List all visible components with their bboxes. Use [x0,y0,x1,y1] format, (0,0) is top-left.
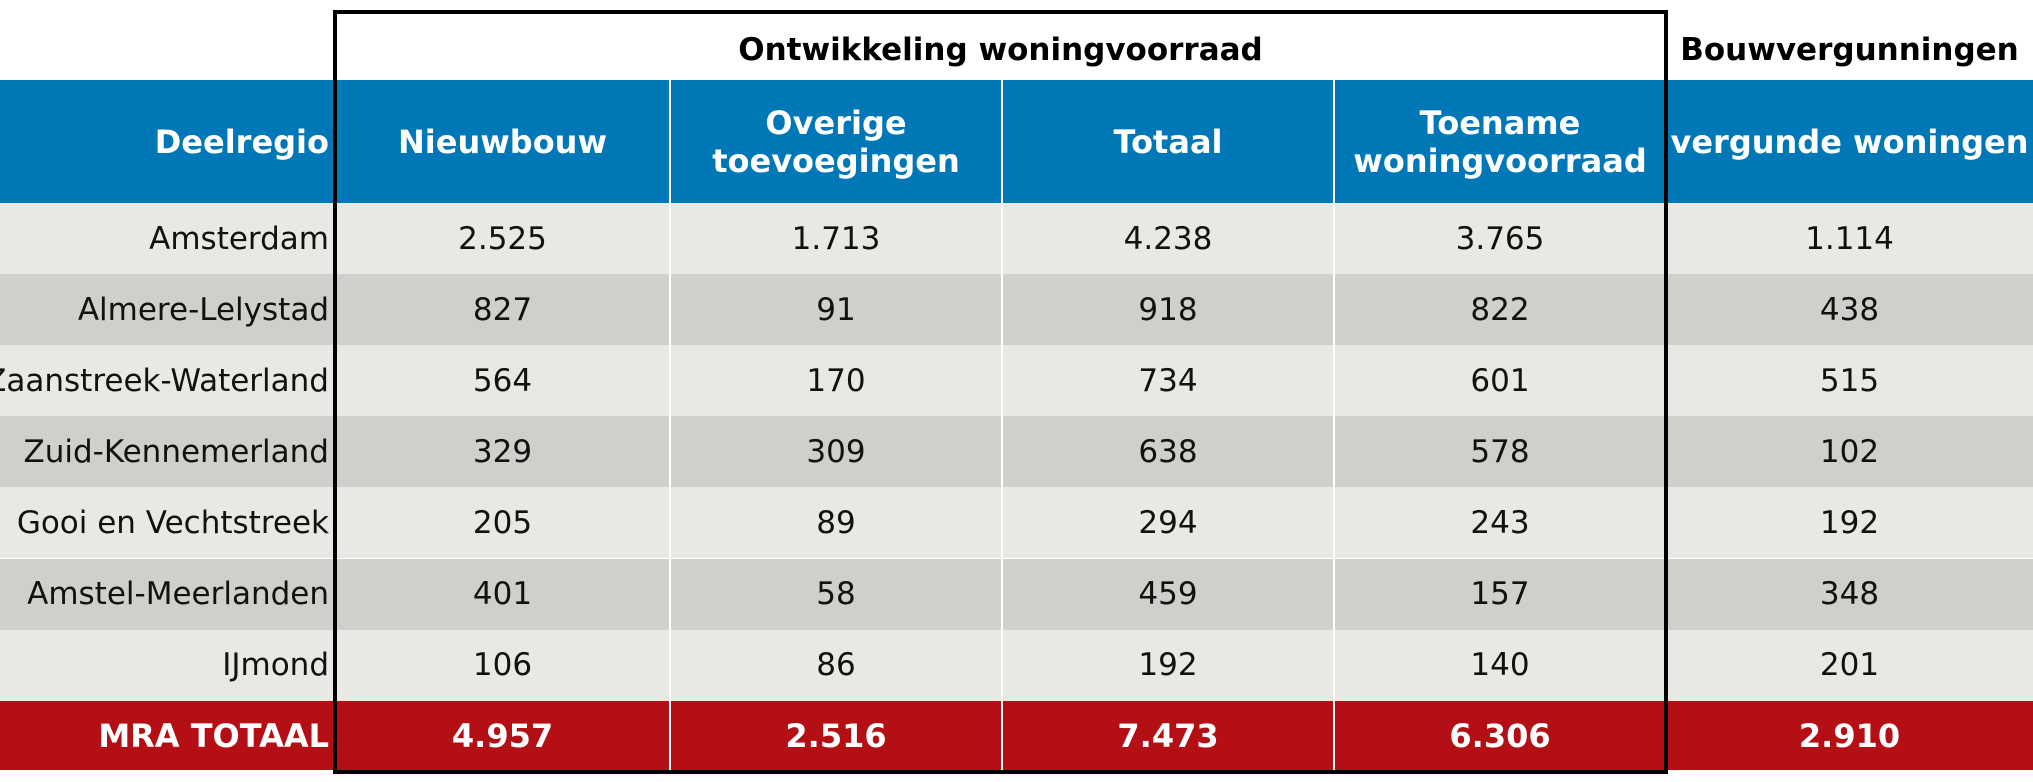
row-label: Amsterdam [0,203,335,275]
table-cell: 86 [670,629,1002,701]
table-cell: 201 [1666,629,2033,701]
table-cell: 438 [1666,274,2033,346]
table-cell: 564 [335,345,670,417]
table-cell: 578 [1334,416,1666,488]
table-cell: 91 [670,274,1002,346]
table-cell: 192 [1002,629,1334,701]
table-cell: 348 [1666,558,2033,630]
table-cell: 309 [670,416,1002,488]
table-cell: 89 [670,487,1002,559]
table-cell: 205 [335,487,670,559]
table-cell: 192 [1666,487,2033,559]
table-cell: 401 [335,558,670,630]
table-cell: 734 [1002,345,1334,417]
total-cell: 6.306 [1334,701,1666,770]
super-header-ontwikkeling: Ontwikkeling woningvoorraad [738,32,1263,68]
total-cell: 2.516 [670,701,1002,770]
table-cell: 1.713 [670,203,1002,275]
table-cell: 4.238 [1002,203,1334,275]
column-header-1: Nieuwbouw [335,80,670,203]
table-cell: 102 [1666,416,2033,488]
table-cell: 3.765 [1334,203,1666,275]
table-cell: 601 [1334,345,1666,417]
row-label: IJmond [0,629,335,701]
column-divider [1001,80,1003,770]
table-cell: 1.114 [1666,203,2033,275]
table-cell: 329 [335,416,670,488]
table-cell: 459 [1002,558,1334,630]
table-cell: 822 [1334,274,1666,346]
total-row-label: MRA TOTAAL [0,701,335,770]
table-cell: 140 [1334,629,1666,701]
table-cell: 243 [1334,487,1666,559]
table-cell: 58 [670,558,1002,630]
column-header-2: Overige toevoegingen [670,80,1002,203]
row-label: Zaanstreek-Waterland [0,345,335,417]
table-cell: 294 [1002,487,1334,559]
table-cell: 170 [670,345,1002,417]
table-cell: 638 [1002,416,1334,488]
total-cell: 7.473 [1002,701,1334,770]
total-cell: 2.910 [1666,701,2033,770]
total-cell: 4.957 [335,701,670,770]
row-label: Amstel-Meerlanden [0,558,335,630]
table-cell: 515 [1666,345,2033,417]
row-label: Zuid-Kennemerland [0,416,335,488]
column-divider [669,80,671,770]
column-divider [1333,80,1335,770]
table-cell: 106 [335,629,670,701]
table-cell: 918 [1002,274,1334,346]
column-header-3: Totaal [1002,80,1334,203]
row-label: Gooi en Vechtstreek [0,487,335,559]
table-cell: 827 [335,274,670,346]
column-header-4: Toename woningvoorraad [1334,80,1666,203]
super-header-bouwvergunningen: Bouwvergunningen [1680,32,2019,68]
column-header-0: Deelregio [0,80,335,203]
table-cell: 157 [1334,558,1666,630]
column-divider [1665,80,1667,770]
table-cell: 2.525 [335,203,670,275]
row-label: Almere-Lelystad [0,274,335,346]
column-header-5: vergunde woningen [1666,80,2033,203]
